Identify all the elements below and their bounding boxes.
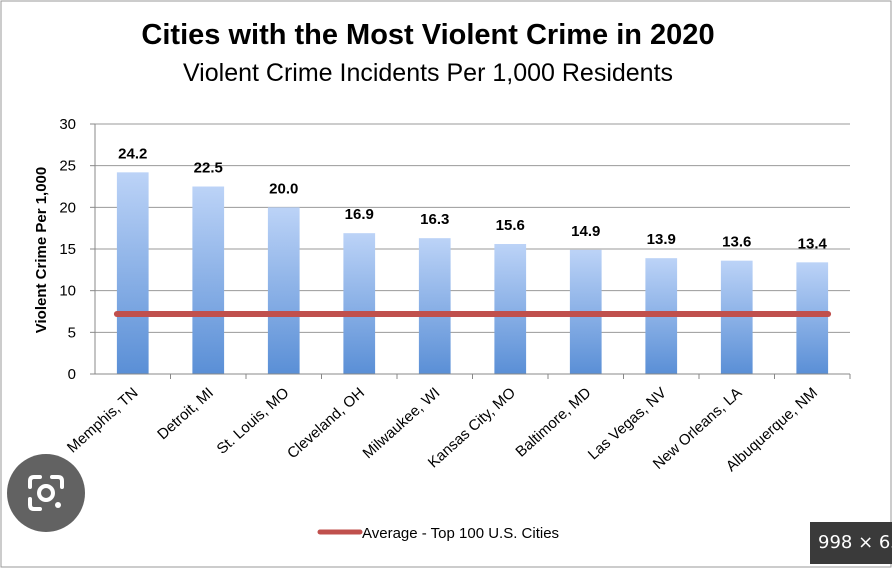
data-label: 14.9 <box>571 223 600 240</box>
chart-subtitle: Violent Crime Incidents Per 1,000 Reside… <box>183 59 673 87</box>
data-label: 24.2 <box>118 145 147 162</box>
camera-search-icon <box>28 475 64 511</box>
x-tick-label: Las Vegas, NV <box>585 384 670 463</box>
data-label: 13.4 <box>798 235 828 252</box>
y-tick-label: 15 <box>59 241 76 258</box>
bar <box>418 238 451 374</box>
x-tick-label: St. Louis, MO <box>214 384 293 457</box>
y-tick-label: 30 <box>59 116 76 133</box>
bar <box>796 262 829 374</box>
y-tick-label: 25 <box>59 158 76 175</box>
y-axis-label: Violent Crime Per 1,000 <box>33 167 50 333</box>
data-label: 20.0 <box>269 180 298 197</box>
data-label: 16.3 <box>420 211 449 228</box>
x-tick-label: Detroit, MI <box>154 384 217 443</box>
bar <box>720 260 753 374</box>
y-tick-label: 0 <box>68 366 76 383</box>
y-tick-label: 20 <box>59 199 76 216</box>
data-label: 13.9 <box>647 231 676 248</box>
x-tick-label: Cleveland, OH <box>284 384 368 462</box>
image-size-badge: 998 × 63 <box>810 522 892 564</box>
google-lens-icon[interactable] <box>7 454 85 532</box>
bar <box>267 207 300 374</box>
bar <box>494 244 527 374</box>
chart-title: Cities with the Most Violent Crime in 20… <box>141 19 714 51</box>
bar <box>343 233 376 374</box>
bar <box>116 172 149 374</box>
bars: 24.2 22.5 20.0 16.9 16.3 15.6 14.9 13.9 13.6 13.4 <box>116 145 829 374</box>
y-tick-label: 10 <box>59 283 76 300</box>
data-label: 13.6 <box>722 234 751 251</box>
data-label: 16.9 <box>345 206 374 223</box>
x-tick-label: Milwaukee, WI <box>360 384 444 462</box>
y-tick-label: 5 <box>68 324 76 341</box>
legend: Average - Top 100 U.S. Cities <box>317 525 559 542</box>
x-tick-label: Memphis, TN <box>64 384 141 456</box>
data-label: 15.6 <box>496 217 525 234</box>
bar <box>192 186 225 374</box>
data-label: 22.5 <box>194 160 223 177</box>
legend-label: Average - Top 100 U.S. Cities <box>362 525 559 542</box>
x-tick-label: Baltimore, MD <box>512 384 594 460</box>
